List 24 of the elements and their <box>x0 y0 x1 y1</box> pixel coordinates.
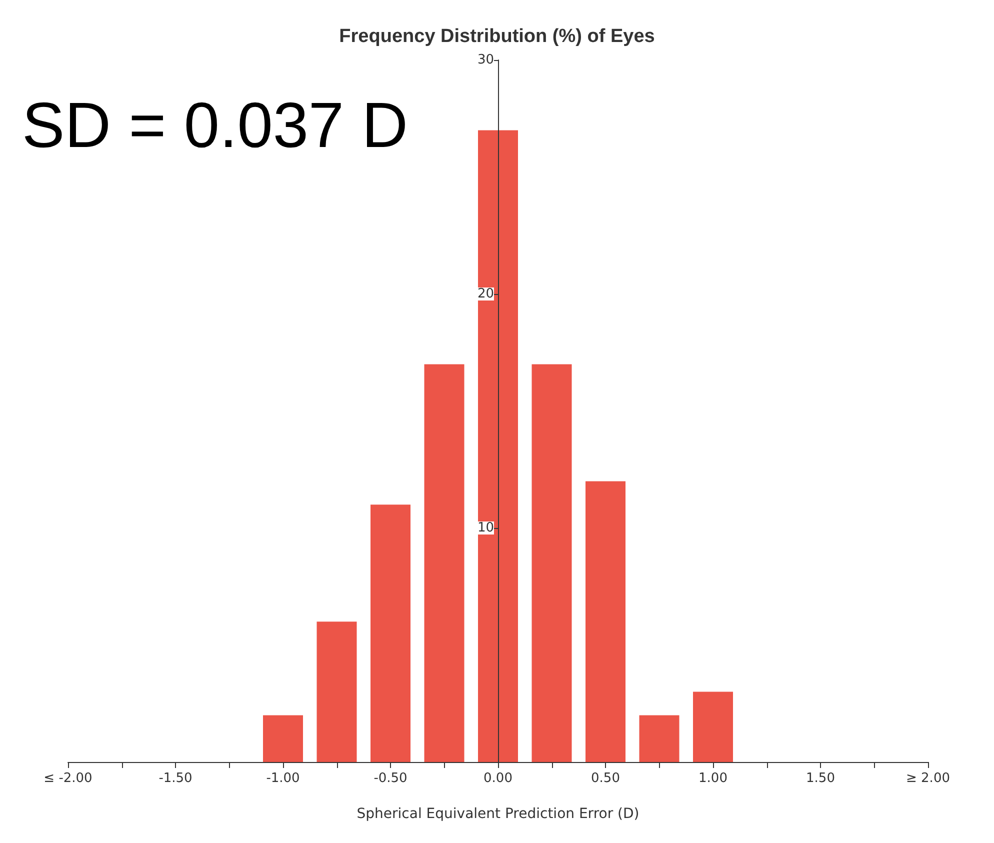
x-tick-label: 1.50 <box>806 771 835 786</box>
x-tick-label: ≤ -2.00 <box>44 771 92 786</box>
bar <box>478 130 518 762</box>
bar <box>693 692 733 762</box>
chart-title: Frequency Distribution (%) of Eyes <box>339 26 655 47</box>
y-tick-label: 20 <box>477 286 494 302</box>
x-tick-label: 0.50 <box>591 771 620 786</box>
x-tick-label: -1.50 <box>158 771 192 786</box>
y-tick-label: 10 <box>477 520 494 536</box>
bar <box>370 504 410 762</box>
bar <box>532 364 572 762</box>
bar <box>424 364 464 762</box>
x-axis-title: Spherical Equivalent Prediction Error (D) <box>356 806 640 822</box>
x-tick-label: -1.00 <box>266 771 300 786</box>
x-tick-label: -0.50 <box>374 771 408 786</box>
x-tick-label: 1.00 <box>698 771 728 786</box>
x-tick-label: 0.00 <box>484 771 512 786</box>
bar <box>263 715 303 762</box>
annotation: SD = 0.037 D <box>22 88 408 162</box>
y-tick-label: 30 <box>477 52 494 68</box>
x-tick-label: ≥ 2.00 <box>906 771 950 786</box>
bar <box>586 481 626 762</box>
bar <box>316 622 357 762</box>
bar <box>639 715 680 762</box>
